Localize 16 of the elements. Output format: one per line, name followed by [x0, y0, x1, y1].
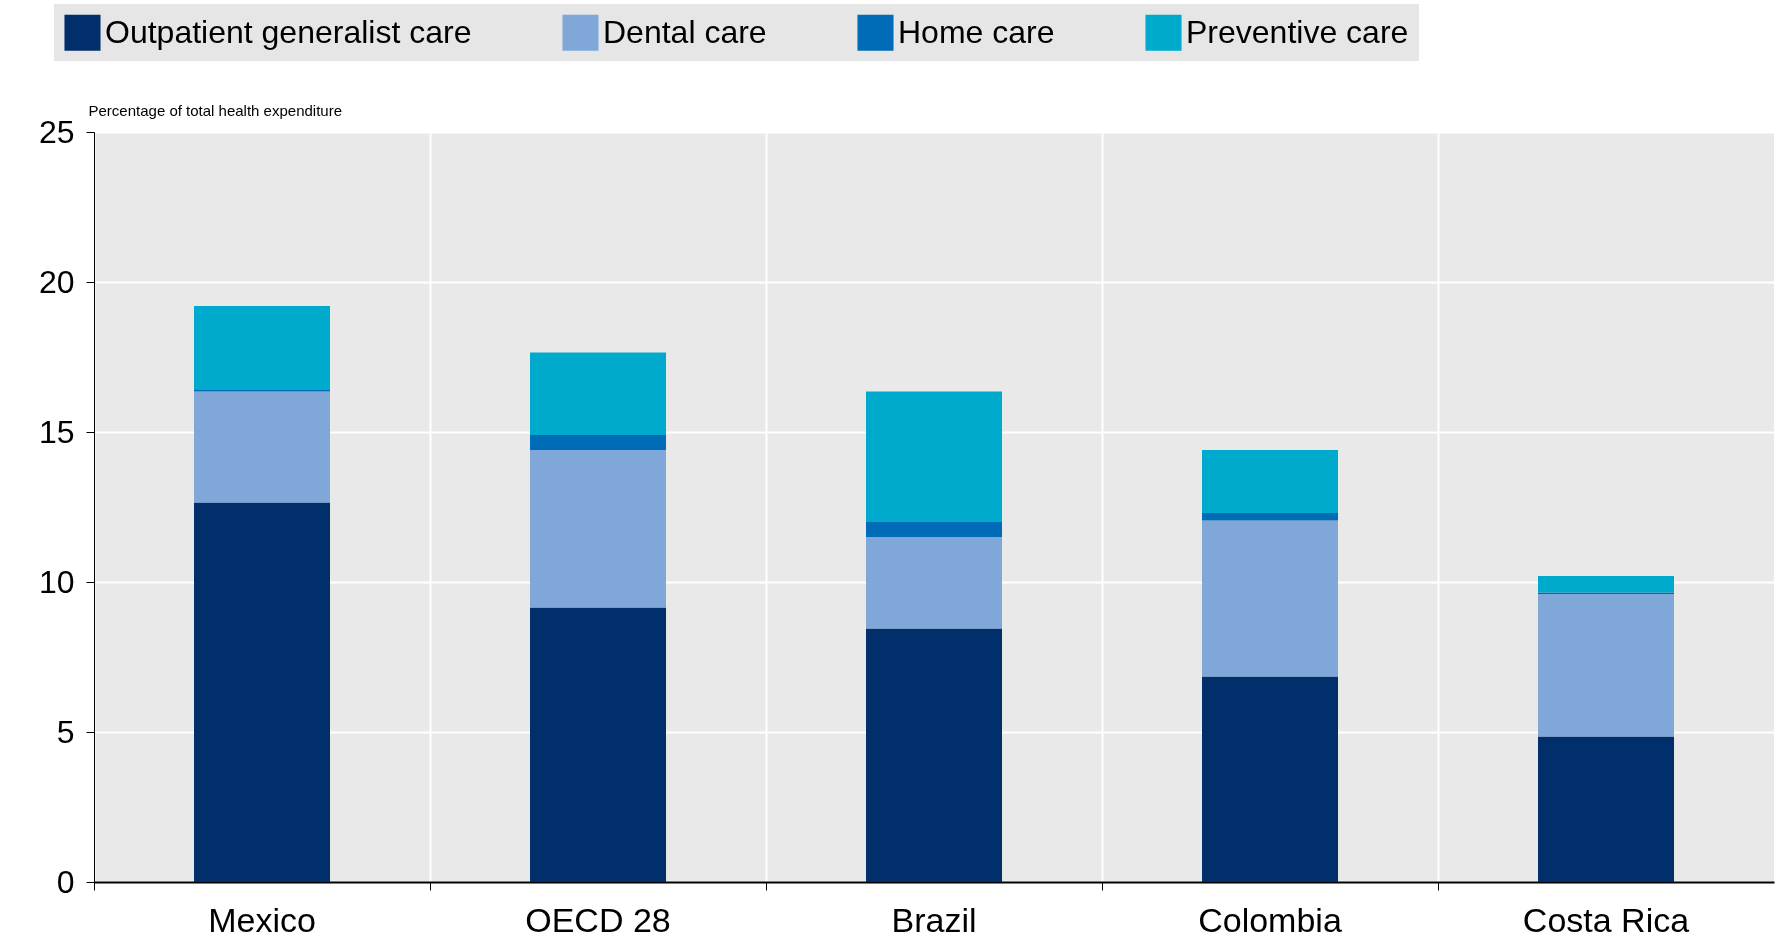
- x-tick-label: Colombia: [1198, 900, 1342, 939]
- y-tick-label: 15: [38, 413, 75, 450]
- y-axis-title: Percentage of total health expenditure: [88, 101, 343, 119]
- y-tick-label: 10: [38, 563, 75, 600]
- x-tick-label: Mexico: [208, 900, 316, 939]
- legend-label: Home care: [898, 13, 1055, 50]
- y-tick-label: 5: [56, 713, 75, 750]
- y-tick-label: 20: [38, 263, 75, 300]
- legend-label: Preventive care: [1186, 13, 1409, 50]
- x-tick-label: OECD 28: [525, 900, 671, 939]
- legend-label: Outpatient generalist care: [105, 13, 472, 50]
- x-tick-label: Brazil: [891, 900, 977, 939]
- legend-label: Dental care: [603, 13, 767, 50]
- x-tick-label: Costa Rica: [1522, 900, 1690, 939]
- y-tick-label: 0: [56, 863, 75, 900]
- y-tick-label: 25: [38, 113, 75, 150]
